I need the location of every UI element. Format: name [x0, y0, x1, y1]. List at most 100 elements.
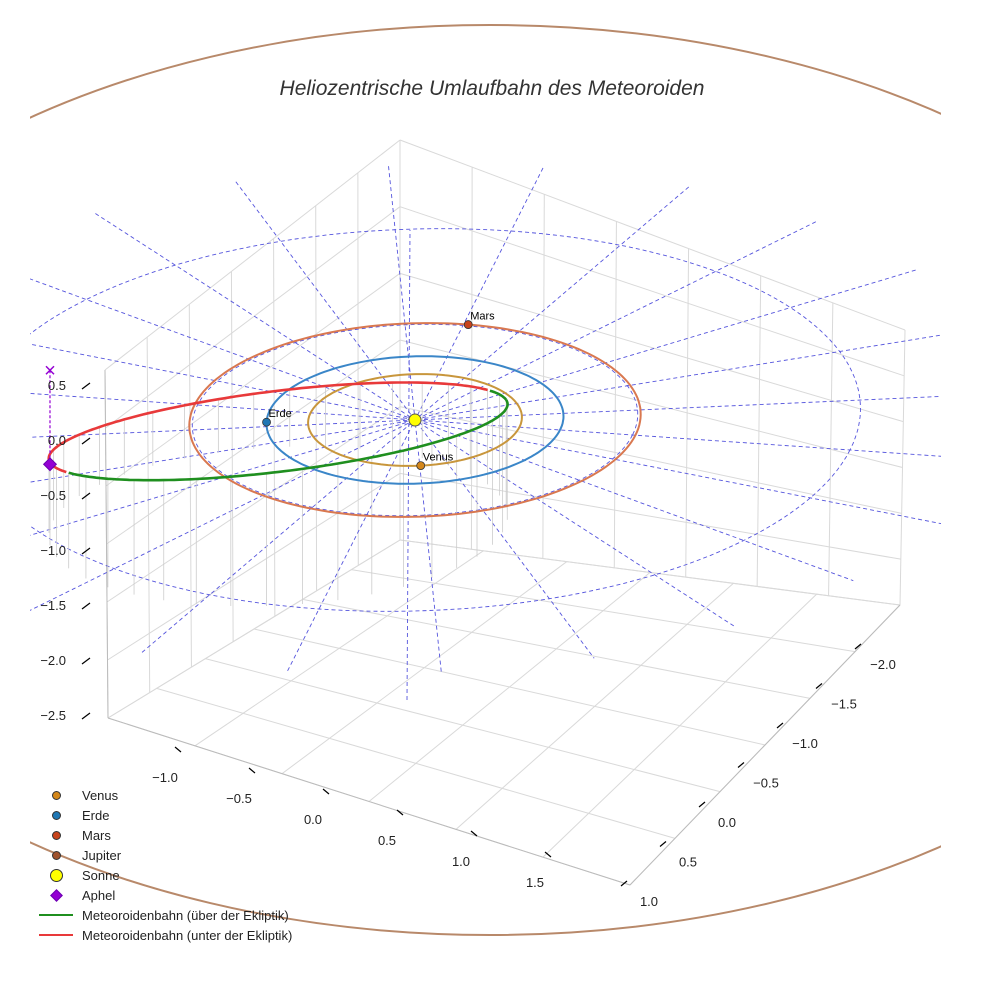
reference-spoke: [0, 328, 982, 488]
x-tick-mark: [396, 809, 404, 816]
wall-grid-line: [105, 206, 401, 429]
legend-jupiter-dot: [51, 850, 61, 860]
chart-title: Heliozentrische Umlaufbahn des Meteoroid…: [280, 77, 705, 100]
legend-item-aphel: Aphel: [30, 885, 292, 905]
legend-item-meteor-above: Meteoroidenbahn (über der Ekliptik): [30, 905, 292, 925]
z-tick-label: 0.5: [48, 378, 66, 393]
y-tick-label: −2.0: [870, 657, 896, 672]
y-tick-label: −1.0: [792, 736, 818, 751]
markers: Venus Erde Mars: [42, 311, 495, 472]
x-tick-label: 0.0: [304, 812, 322, 827]
planet-marker-mars: [463, 320, 473, 329]
y-tick-label: 1.0: [640, 894, 658, 909]
x-tick-mark: [470, 830, 478, 837]
z-tick-label: −2.5: [40, 708, 66, 723]
y-tick-label: −0.5: [753, 776, 779, 791]
meteoroid-orbit: [47, 381, 509, 482]
legend-label: Meteoroidenbahn (unter der Ekliptik): [82, 927, 293, 943]
x-tick-mark: [322, 788, 330, 795]
floor-grid-line: [351, 569, 856, 653]
legend-aphel-diamond-icon: [49, 888, 63, 902]
y-tick-mark: [854, 643, 862, 650]
reference-spoke: [13, 221, 817, 619]
legend-label: Jupiter: [82, 847, 122, 863]
reference-ring: [0, 228, 861, 612]
meteoroid-path-above: [68, 399, 509, 482]
legend: Venus Erde Mars Jupiter Sonne Aphel Mete…: [30, 785, 292, 945]
reference-ring: [191, 323, 639, 517]
legend-item-meteor-below: Meteoroidenbahn (unter der Ekliptik): [30, 925, 292, 945]
z-tick-label: 0.0: [48, 433, 66, 448]
aphel-diamond-marker: [42, 457, 58, 472]
wall-grid-line: [399, 472, 901, 560]
legend-label: Venus: [82, 787, 119, 803]
x-tick-label: 1.5: [526, 875, 544, 890]
meteoroid-path-below: [47, 381, 488, 474]
legend-label: Aphel: [82, 887, 116, 903]
axis-line-z: [104, 369, 109, 719]
axis-ticks: −1.0 −0.5 0.0 0.5 1.0 1.5 −2.0 −1.5 −1.0 −0.5 0.0 0…: [40, 378, 896, 909]
x-tick-label: 0.5: [378, 833, 396, 848]
y-tick-mark: [698, 801, 706, 808]
legend-venus-dot: [51, 790, 61, 800]
y-tick-mark: [737, 762, 745, 768]
legend-item-jupiter: Jupiter: [30, 845, 292, 865]
y-tick-mark: [659, 841, 667, 847]
z-tick-mark: [81, 547, 91, 555]
wall-grid-line: [105, 272, 401, 487]
pane-grid: [104, 139, 906, 886]
wall-grid-line: [104, 139, 401, 371]
reference-spoke: [235, 181, 595, 659]
legend-item-mars: Mars: [30, 825, 292, 845]
wall-grid-line: [107, 472, 401, 661]
legend-label: Sonne: [82, 867, 120, 883]
clip-right: [941, 0, 984, 984]
z-tick-label: −1.5: [40, 598, 66, 613]
orbit-mars: [188, 322, 642, 518]
legend-sun-dot: [49, 868, 63, 882]
z-tick-mark: [81, 712, 91, 720]
z-tick-mark: [81, 492, 91, 500]
legend-line-above: [39, 914, 73, 916]
x-tick-label: −1.0: [152, 770, 178, 785]
legend-label: Erde: [82, 807, 110, 823]
reference-vertical-axis: [406, 229, 411, 701]
planet-label-mars: Mars: [470, 311, 495, 323]
z-tick-mark: [81, 602, 91, 610]
aphel-x-marker: [45, 365, 55, 375]
z-tick-mark: [81, 437, 91, 445]
wall-grid-line: [399, 139, 906, 331]
planet-marker-venus: [416, 461, 426, 471]
floor-grid-line: [253, 628, 766, 746]
planet-label-erde: Erde: [269, 408, 292, 420]
x-tick-label: 1.0: [452, 854, 470, 869]
meteoroid-path-above: [489, 389, 508, 401]
floor-grid-line: [302, 598, 811, 699]
wall-grid-line: [399, 406, 902, 514]
y-tick-label: 0.0: [718, 815, 736, 830]
reference-spoke: [0, 267, 854, 582]
legend-line-below: [39, 934, 73, 936]
sun-marker: [408, 413, 422, 427]
x-tick-label: −0.5: [226, 791, 252, 806]
floor-grid-line: [205, 658, 721, 793]
orbit-erde: [265, 355, 565, 485]
wall-grid-line: [399, 206, 905, 377]
orbit-venus: [307, 373, 523, 467]
legend-item-erde: Erde: [30, 805, 292, 825]
legend-erde-dot: [51, 810, 61, 820]
wall-grid-line: [107, 539, 401, 719]
clip-left: [0, 0, 30, 984]
legend-item-venus: Venus: [30, 785, 292, 805]
planet-label-venus: Venus: [423, 452, 454, 464]
x-tick-mark: [174, 746, 182, 753]
planet-marker-erde: [262, 417, 271, 427]
x-tick-mark: [544, 851, 552, 858]
legend-item-sonne: Sonne: [30, 865, 292, 885]
orbit-jupiter: [0, 24, 984, 936]
y-tick-label: 0.5: [679, 855, 697, 870]
y-tick-mark: [776, 722, 784, 729]
z-tick-label: −2.0: [40, 653, 66, 668]
